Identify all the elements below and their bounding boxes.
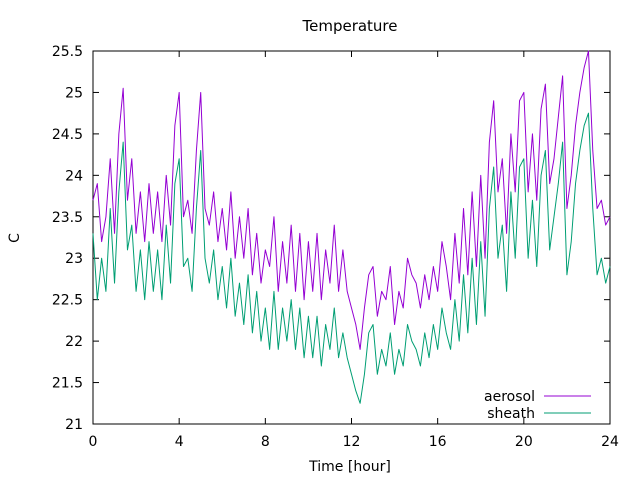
- y-tick-label: 21.5: [52, 376, 83, 392]
- y-tick-label: 23: [65, 251, 83, 267]
- x-tick-label: 0: [89, 434, 98, 450]
- y-tick-label: 25: [65, 85, 83, 101]
- y-axis-label: C: [7, 233, 23, 243]
- x-tick-label: 20: [515, 434, 533, 450]
- x-tick-label: 24: [601, 434, 619, 450]
- series-layer: [92, 50, 611, 404]
- series-line-aerosol: [92, 50, 611, 350]
- legend-label-sheath: sheath: [487, 406, 535, 422]
- y-tick-label: 24: [65, 168, 83, 184]
- plot-frame: [92, 50, 611, 425]
- y-tick-label: 21: [65, 417, 83, 433]
- y-tick-label: 24.5: [52, 127, 83, 143]
- plot-border: [92, 50, 611, 425]
- x-tick-label: 4: [175, 434, 184, 450]
- x-tick-label: 16: [429, 434, 447, 450]
- series-line-sheath: [92, 112, 611, 404]
- x-tick-label: 8: [261, 434, 270, 450]
- legend-label-aerosol: aerosol: [484, 389, 535, 405]
- y-tick-label: 25.5: [52, 44, 83, 60]
- y-tick-label: 23.5: [52, 210, 83, 226]
- x-axis-label: Time [hour]: [308, 459, 391, 475]
- chart-title: Temperature: [301, 17, 397, 35]
- axis-ticks: 0 4 8 12 16 20 24 21 21.5 22 22.5 23 23.5 24 24.5 25 25.…: [52, 44, 619, 450]
- x-tick-label: 12: [343, 434, 361, 450]
- y-tick-label: 22.5: [52, 293, 83, 309]
- y-tick-label: 22: [65, 334, 83, 350]
